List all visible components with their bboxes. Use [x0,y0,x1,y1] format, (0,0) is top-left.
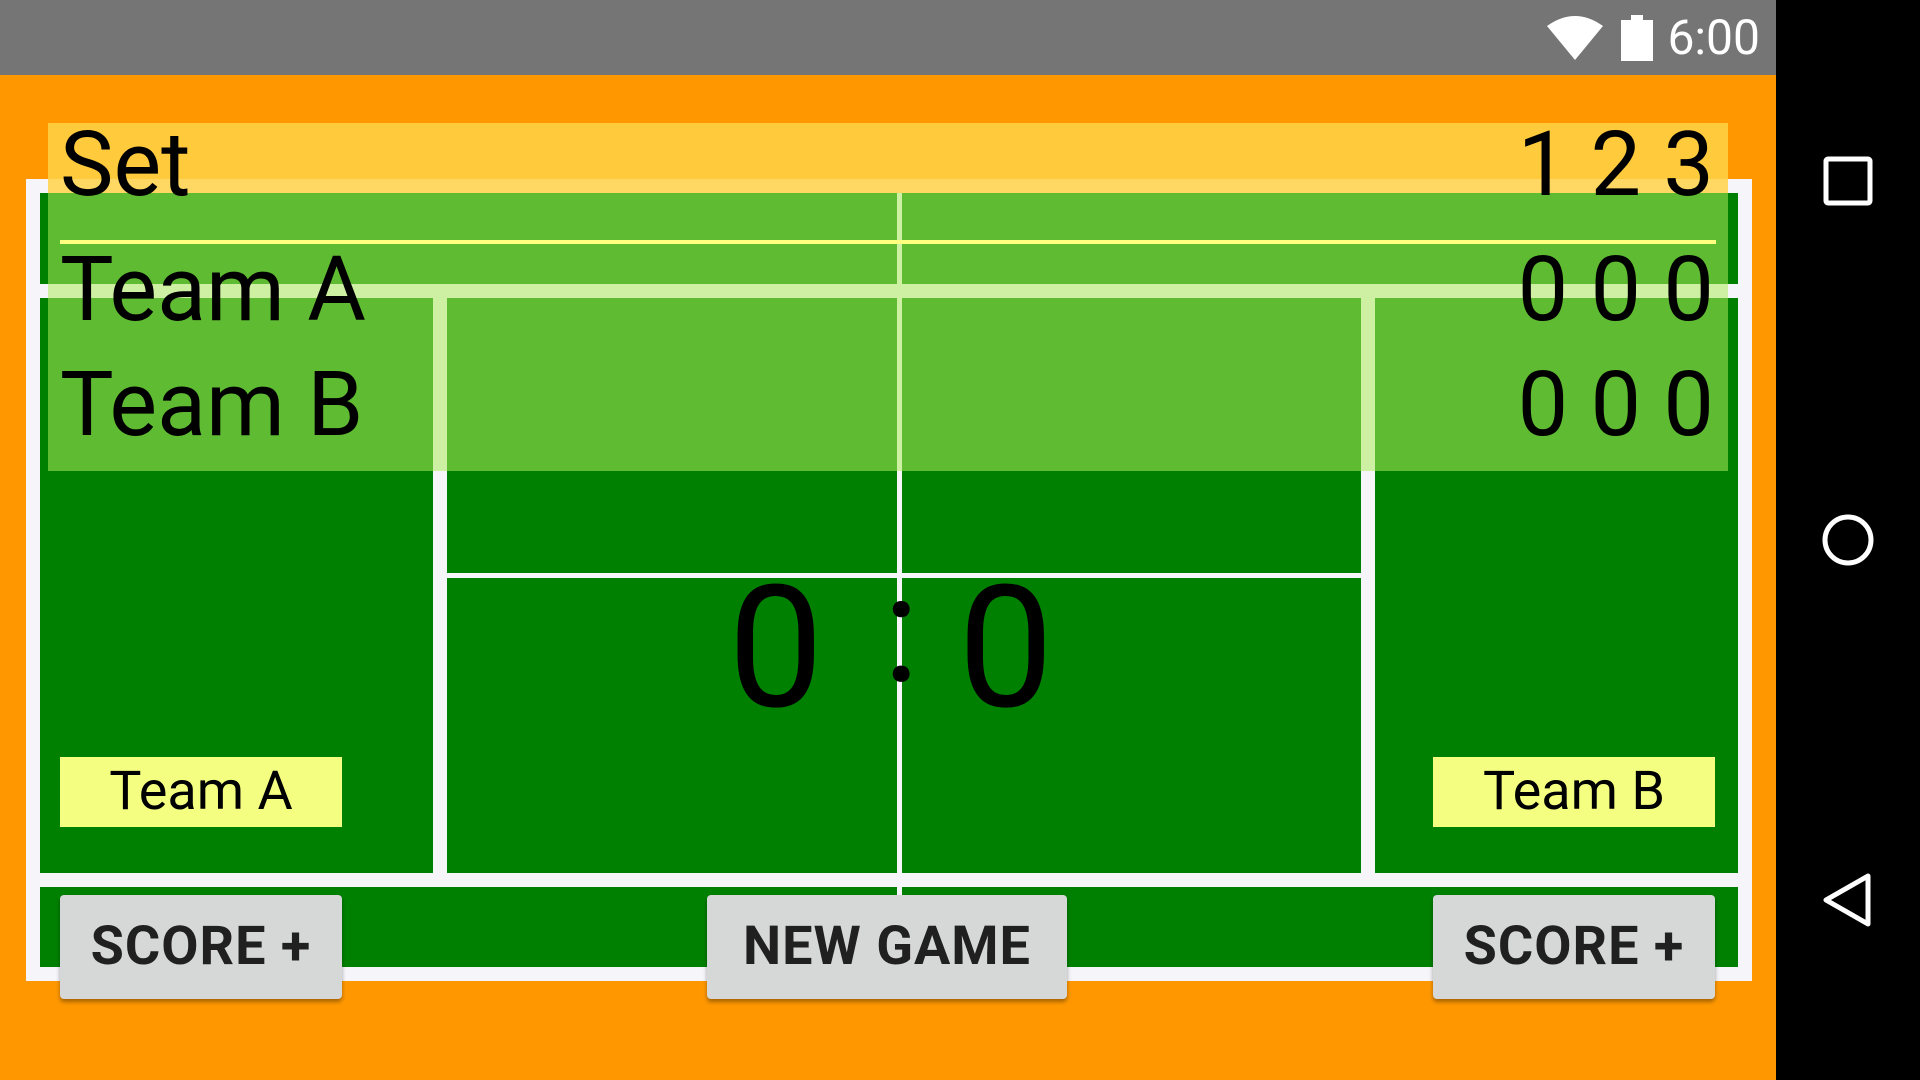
triangle-icon [1823,873,1871,927]
battery-icon [1621,14,1654,61]
status-icons: 6:00 [1545,0,1760,75]
set-header-row [48,123,1728,193]
team-b-label: Team B [1433,757,1715,827]
wifi-icon [1547,15,1604,60]
recents-button[interactable] [1776,109,1920,253]
team-b-points: 0 [958,548,1054,748]
team-a-points: 0 [728,548,824,748]
new-game-button[interactable]: NEW GAME [707,895,1067,999]
app-content: Set 1 2 3 Team A 0 0 0 Team B 0 0 0 0 : … [0,75,1776,1080]
home-button[interactable] [1776,468,1920,612]
score-separator: : [883,542,920,718]
point-score: 0 : 0 [700,555,1100,733]
team-a-set-scores: 0 0 0 [1517,237,1714,342]
court-service-line [447,573,1361,578]
team-b-set-scores: 0 0 0 [1517,352,1714,457]
status-clock: 6:00 [1667,9,1760,66]
status-bar: 6:00 [0,0,1776,75]
circle-icon [1822,514,1874,566]
team-a-label: Team A [60,757,342,827]
court-line-bottom [40,873,1738,887]
score-team-a-button[interactable]: SCORE + [60,895,342,999]
set-numbers: 1 2 3 [1517,112,1714,217]
court-center-line [897,193,902,967]
score-team-b-button[interactable]: SCORE + [1433,895,1715,999]
navigation-bar [1776,0,1920,1080]
set-label: Set [60,112,191,217]
team-a-name: Team A [60,237,366,342]
back-button[interactable] [1776,828,1920,972]
team-b-name: Team B [60,352,364,457]
set-scores-panel [48,193,1728,471]
set-divider [60,240,1716,244]
set-score-table: Set 1 2 3 Team A 0 0 0 Team B 0 0 0 [48,112,1728,471]
square-icon [1823,156,1873,206]
